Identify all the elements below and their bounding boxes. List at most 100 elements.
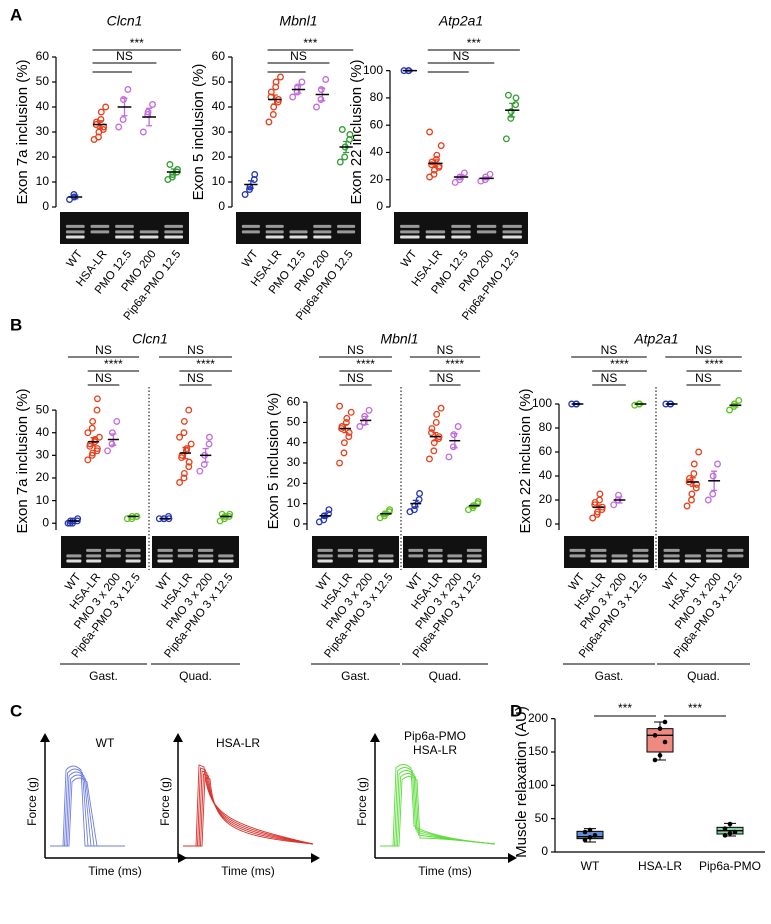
- data-point: [325, 506, 333, 514]
- data-point: [322, 76, 330, 83]
- force-trace: [183, 770, 314, 847]
- gel-band: [727, 548, 744, 552]
- gel: [152, 536, 239, 568]
- panel-label: D: [510, 701, 522, 720]
- data-point: [317, 86, 325, 93]
- force-trace: [380, 776, 496, 847]
- axis-label: Time (ms): [88, 864, 142, 878]
- gel-band: [502, 230, 522, 234]
- significance-label: ***: [688, 701, 702, 715]
- data-point: [108, 440, 116, 448]
- gel-band: [157, 559, 173, 563]
- gel-band: [65, 235, 85, 239]
- gel-band: [241, 230, 260, 234]
- data-point: [587, 827, 593, 833]
- trace-title: HSA-LR: [216, 736, 260, 750]
- data-point: [185, 458, 193, 466]
- gel-band: [425, 235, 446, 239]
- gel-band: [611, 559, 628, 563]
- gel-band: [241, 224, 260, 228]
- data-point: [336, 459, 344, 467]
- gel: [394, 212, 528, 244]
- gel-band: [65, 230, 85, 234]
- significance-label: NS: [601, 371, 618, 385]
- y-tick-label: 60: [212, 49, 226, 63]
- y-tick-label: 100: [528, 778, 548, 792]
- axis-label: Force (g): [25, 777, 39, 826]
- gel-band: [427, 548, 443, 552]
- force-trace: [50, 768, 125, 847]
- significance-label: ****: [445, 357, 464, 371]
- gel-band: [569, 554, 586, 558]
- data-point: [474, 498, 482, 506]
- data-point: [662, 719, 668, 725]
- data-point: [120, 96, 127, 103]
- significance-label: NS: [187, 371, 204, 385]
- data-point: [365, 406, 373, 414]
- data-point: [269, 111, 277, 118]
- axis-label: Time (ms): [221, 864, 275, 878]
- data-point: [205, 440, 213, 448]
- gel-band: [125, 554, 141, 558]
- data-point: [726, 406, 734, 414]
- gel-band: [684, 559, 701, 563]
- data-point: [610, 501, 618, 509]
- data-point: [450, 431, 458, 439]
- data-point: [93, 445, 101, 453]
- gel-band: [125, 559, 141, 563]
- gel-band: [408, 554, 424, 558]
- gel: [61, 536, 146, 568]
- gel-band: [727, 554, 744, 558]
- data-point: [709, 490, 717, 498]
- chart-title: Clcn1: [132, 331, 168, 347]
- y-tick-label: 100: [363, 63, 383, 77]
- force-trace: [50, 777, 125, 847]
- data-point: [277, 73, 284, 81]
- force-trace: [183, 767, 314, 847]
- gel-band: [218, 554, 234, 558]
- data-point: [176, 433, 184, 441]
- gel-band: [86, 554, 102, 558]
- y-tick-label: 40: [36, 425, 50, 439]
- gel-band: [706, 559, 723, 563]
- data-point: [124, 86, 132, 93]
- gel-band: [157, 548, 173, 552]
- gel-band: [502, 224, 522, 228]
- gel-band: [313, 235, 332, 239]
- data-point: [168, 173, 176, 181]
- y-tick-label: 0: [42, 199, 49, 213]
- significance-label: ****: [705, 357, 724, 371]
- data-point: [338, 126, 346, 133]
- gel-band: [400, 230, 420, 234]
- data-point: [592, 833, 598, 838]
- axis: [44, 735, 185, 859]
- data-point: [732, 829, 738, 835]
- data-point: [652, 733, 658, 738]
- y-tick-label: 100: [532, 396, 552, 410]
- data-point: [615, 491, 622, 499]
- data-point: [97, 116, 105, 123]
- data-point: [97, 108, 105, 116]
- y-tick-label: 80: [539, 420, 553, 434]
- data-point: [180, 429, 188, 437]
- data-point: [180, 469, 188, 477]
- gel-band: [337, 554, 354, 558]
- gel-band: [289, 235, 308, 239]
- gel-band: [86, 559, 102, 563]
- y-axis-label: Exon 7a inclusion (%): [14, 388, 31, 533]
- data-point: [430, 439, 438, 447]
- y-tick-label: 50: [212, 74, 226, 88]
- significance-label: NS: [437, 343, 454, 357]
- data-point: [185, 463, 193, 471]
- gel: [658, 536, 749, 568]
- data-point: [166, 161, 174, 168]
- data-point: [486, 170, 494, 178]
- gel-band: [164, 235, 184, 239]
- y-axis-label: Exon 22 inclusion (%): [517, 388, 534, 533]
- data-point: [246, 186, 253, 193]
- data-point: [342, 418, 350, 426]
- group-label: Quad.: [179, 669, 212, 683]
- data-point: [267, 88, 275, 96]
- axis-label: Time (ms): [418, 864, 472, 878]
- data-point: [460, 169, 468, 177]
